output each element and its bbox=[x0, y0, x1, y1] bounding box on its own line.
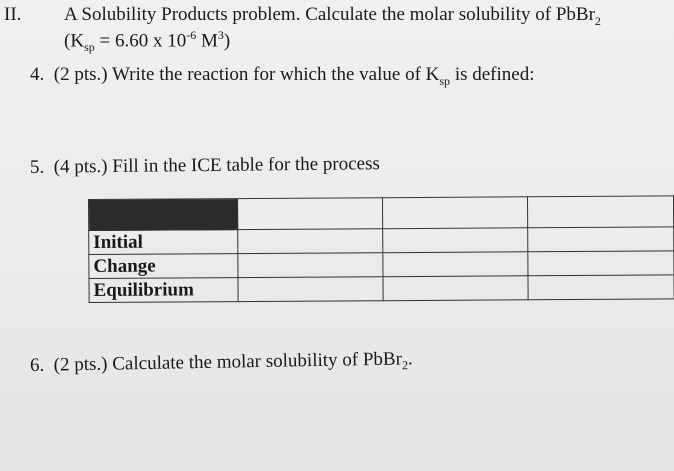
question-4: 4. (2 pts.) Write the reaction for which… bbox=[30, 64, 535, 88]
table-cell[interactable] bbox=[237, 276, 384, 302]
table-cell[interactable] bbox=[382, 196, 528, 229]
section-number: II. bbox=[4, 4, 22, 25]
table-header-row bbox=[88, 195, 674, 231]
table-cell[interactable] bbox=[527, 250, 674, 276]
table-cell[interactable] bbox=[382, 227, 528, 253]
table-row: Equilibrium bbox=[88, 274, 674, 303]
table-row: Initial bbox=[88, 226, 674, 255]
table-cell[interactable] bbox=[237, 252, 383, 278]
table-cell[interactable] bbox=[382, 251, 528, 277]
question-6: 6. (2 pts.) Calculate the molar solubili… bbox=[29, 348, 413, 376]
question-5: 5. (4 pts.) Fill in the ICE table for th… bbox=[29, 153, 380, 178]
table-cell[interactable] bbox=[237, 197, 383, 230]
table-row: Change bbox=[88, 250, 674, 279]
table-cell[interactable] bbox=[237, 228, 383, 254]
table-cell[interactable] bbox=[527, 226, 674, 252]
table-cell[interactable] bbox=[527, 274, 674, 300]
section-title: A Solubility Products problem. Calculate… bbox=[64, 4, 601, 28]
row-label: Equilibrium bbox=[88, 277, 239, 303]
ksp-value: (Ksp = 6.60 x 10-6 M3) bbox=[64, 28, 231, 55]
table-cell[interactable] bbox=[527, 195, 674, 228]
ice-table: Initial Change Equilibrium bbox=[88, 195, 674, 303]
row-label: Change bbox=[88, 253, 238, 279]
table-cell[interactable] bbox=[382, 275, 529, 301]
row-label: Initial bbox=[88, 229, 238, 255]
header-cell bbox=[88, 198, 238, 231]
